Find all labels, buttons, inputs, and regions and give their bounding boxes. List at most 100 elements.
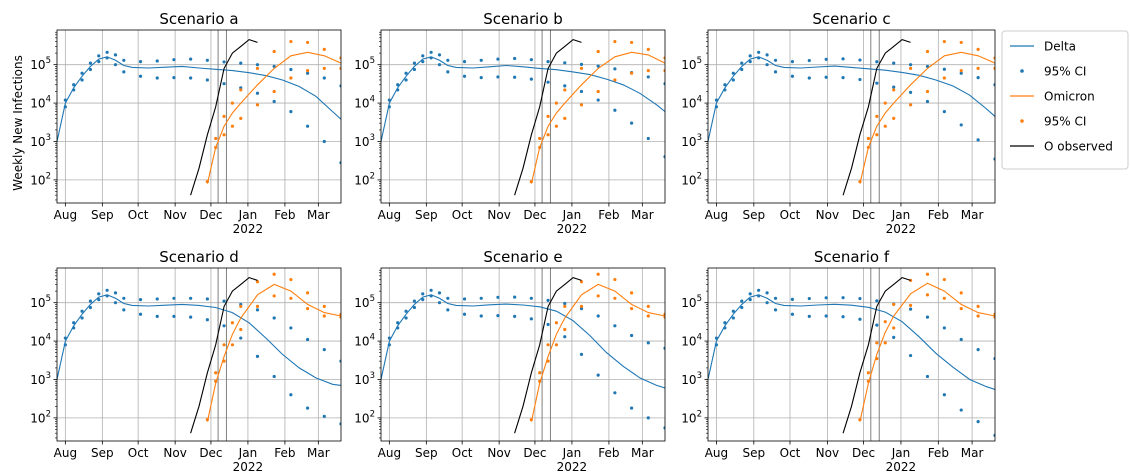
omicron-ci-point [289,297,292,300]
delta-ci-point [496,75,499,78]
x-tick-label: Sep [415,446,438,460]
omicron-ci-point [323,48,326,51]
omicron-ci-point [563,117,566,120]
delta-ci-point [791,298,794,301]
chart-panel: Aug Sep Oct Nov Dec Jan Feb Mar2022102103104105… [30,248,342,474]
x-tick-label: Sep [743,208,766,222]
delta-ci-point [222,299,225,302]
delta-ci-point [647,137,650,140]
delta-ci-point [430,51,433,54]
delta-ci-point [765,301,768,304]
delta-ci-point [463,75,466,78]
delta-ci-point [421,60,424,63]
delta-ci-point [858,58,861,61]
omicron-ci-point [231,343,234,346]
delta-ci-point [463,60,466,63]
x-tick-label: Dec [199,208,222,222]
omicron-ci-point [875,357,878,360]
x-tick-label: Aug [378,446,401,460]
x-tick-label: Jan [891,446,911,460]
chart-title: Scenario b [483,10,563,28]
omicron-ci-point [858,180,861,183]
series-group [57,40,343,196]
y-tick-label: 102 [354,171,375,187]
delta-ci-point [723,83,726,86]
delta-ci-point [273,316,276,319]
legend-dot-swatch [1020,69,1024,73]
omicron-ci-point [214,137,217,140]
delta-ci-point [546,60,549,63]
series-group [57,273,343,434]
delta-ci-point [943,68,946,71]
delta-ci-point [206,78,209,81]
chart-panel: Aug Sep Oct Nov Dec Jan Feb Mar2022102103104105… [681,248,996,474]
omicron-ci-point [867,380,870,383]
delta-ci-point [715,105,718,108]
omicron-ci-point [858,418,861,421]
delta-ci-point [189,316,192,319]
omicron-ci-point [538,137,541,140]
omicron-ci-point [256,280,259,283]
y-tick-label: 102 [30,171,51,187]
omicron-ci-point [960,69,963,72]
legend-dot-swatch [1020,119,1024,123]
series-group [381,273,667,434]
omicron-ci-point [256,103,259,106]
omicron-ci-point [892,303,895,306]
delta-ci-point [438,63,441,66]
delta-ci-point [206,59,209,62]
delta-ci-point [156,315,159,318]
x-tick-label: Sep [91,208,114,222]
delta-ci-point [438,291,441,294]
omicron-ci-point [867,371,870,374]
y-tick-label: 103 [354,133,375,149]
delta-ci-point [273,100,276,103]
omicron-ci-point [875,133,878,136]
omicron-ci-point [530,180,533,183]
delta-ci-point [613,67,616,70]
x-tick-label: Feb [598,208,619,222]
omicron-ci-point [647,305,650,308]
omicron-ci-point [231,321,234,324]
x-tick-label: Sep [743,446,766,460]
omicron-ci-point [875,341,878,344]
delta-ci-point [791,60,794,63]
delta-ci-point [841,76,844,79]
delta-ci-point [388,105,391,108]
x-tick-label: Feb [274,446,295,460]
delta-ci-point [430,294,433,297]
delta-ci-point [446,297,449,300]
delta-ci-point [114,53,117,56]
delta-ci-point [172,58,175,61]
omicron-ci-point [943,76,946,79]
delta-ci-point [774,59,777,62]
delta-ci-point [841,315,844,318]
delta-ci-point [892,61,895,64]
delta-ci-point [421,298,424,301]
y-tick-label: 105 [30,294,51,310]
omicron-ci-point [630,291,633,294]
omicron-ci-point [538,146,541,149]
x-tick-label: Aug [705,208,728,222]
delta-ci-point [172,297,175,300]
delta-ci-point [156,297,159,300]
y-tick-label: 102 [354,409,375,425]
delta-ci-point [388,98,391,101]
omicron-ci-point [977,305,980,308]
delta-ci-point [72,83,75,86]
delta-ci-point [875,299,878,302]
delta-ci-point [791,75,794,78]
y-tick-label: 104 [354,95,375,111]
omicron-ci-point [613,278,616,281]
delta-ci-point [723,88,726,91]
delta-ci-point [122,308,125,311]
delta-ci-point [808,297,811,300]
delta-ci-point [222,60,225,63]
omicron-ci-point [306,69,309,72]
delta-ci-point [64,336,67,339]
delta-ci-point [546,323,549,326]
delta-ci-point [114,291,117,294]
omicron-ci-point [926,90,929,93]
delta-ci-point [430,56,433,59]
delta-ci-point [875,82,878,85]
